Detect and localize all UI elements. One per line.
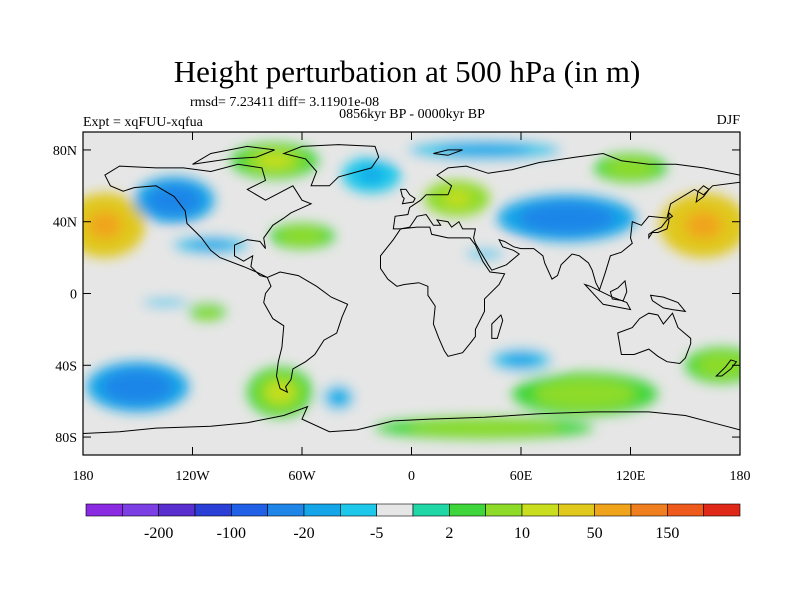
colorbar-label: -20 — [293, 525, 314, 542]
colorbar-swatch — [376, 503, 414, 517]
y-tick-label: 80N — [53, 144, 77, 159]
colorbar-swatch — [122, 503, 159, 517]
colorbar-label: 150 — [655, 525, 679, 542]
y-tick-label: 40S — [55, 359, 77, 374]
colorbar-swatch — [667, 503, 704, 517]
colorbar-label: 50 — [587, 525, 603, 542]
plot-title: Height perturbation at 500 hPa (in m) — [174, 54, 641, 89]
anomaly-south-atlantic-negative — [329, 390, 348, 406]
colorbar-swatch — [412, 503, 450, 517]
anomaly-arctic-negative — [438, 143, 531, 156]
colorbar-label: 10 — [514, 525, 530, 542]
anomaly-eurasia-negative — [537, 208, 596, 228]
anomaly-north-pacific-positive — [88, 211, 122, 239]
anomaly-southern-ocean-positive — [438, 423, 531, 433]
anomaly-alaska-negative — [157, 190, 192, 210]
colorbar-swatch — [267, 503, 305, 517]
x-axis-ticks: 180 120W 60W 0 60E 120E 180 — [73, 132, 751, 484]
colorbar-swatch — [303, 503, 341, 517]
anomaly-south-africa-negative — [502, 353, 540, 367]
colorbar: -200 -100 -20 -5 2 10 50 150 — [85, 503, 741, 542]
colorbar-label: -100 — [217, 525, 246, 542]
coastline-greenland — [282, 144, 380, 187]
anomaly-north-atlantic-negative — [359, 167, 384, 183]
coastline-australia — [617, 312, 692, 365]
colorbar-label: -5 — [370, 525, 383, 542]
experiment-label: Expt = xqFUU-xqfua — [83, 115, 204, 130]
anomaly-shading — [83, 135, 740, 439]
coastline-new-zealand — [715, 359, 738, 377]
map-panel: 180 120W 60W 0 60E 120E 180 80N 40N 0 40S 80S — [53, 131, 751, 484]
x-tick-label: 180 — [73, 469, 94, 484]
anomaly-east-pacific-positive — [199, 307, 215, 316]
colorbar-swatch — [85, 503, 123, 517]
colorbar-label: 2 — [445, 525, 453, 542]
y-tick-label: 40N — [53, 216, 77, 231]
coastline-antarctica — [83, 405, 740, 434]
colorbar-swatch — [231, 503, 268, 517]
coastline-south-america — [263, 271, 349, 394]
anomaly-north-africa-negative — [465, 249, 504, 259]
x-tick-label: 120W — [175, 469, 210, 484]
coastline-japan — [648, 211, 674, 240]
colorbar-swatch — [340, 503, 377, 517]
coastline-britain — [399, 188, 416, 205]
stats-label: rmsd= 7.23411 diff= 3.11901e-08 — [190, 95, 379, 110]
coastline-madagascar — [491, 314, 504, 339]
coastline-canadian-arctic — [192, 145, 275, 165]
x-tick-label: 180 — [730, 469, 751, 484]
x-tick-label: 60W — [288, 469, 316, 484]
coastline-africa — [380, 226, 506, 357]
anomaly-canada-positive — [256, 153, 294, 169]
colorbar-swatch — [630, 503, 668, 517]
colorbar-swatch — [703, 503, 741, 517]
x-tick-label: 0 — [408, 469, 415, 484]
period-label: 0856kyr BP - 0000kyr BP — [339, 107, 485, 122]
coastline-indonesia — [583, 283, 632, 311]
coastline-new-guinea — [649, 294, 687, 313]
coastlines — [83, 144, 740, 434]
x-tick-label: 60E — [510, 469, 533, 484]
x-tick-label: 120E — [616, 469, 646, 484]
coastline-eurasia — [392, 152, 740, 292]
y-tick-label: 0 — [70, 288, 77, 303]
anomaly-subtropical-pacific-negative — [187, 239, 234, 251]
coastline-svalbard-islands — [433, 149, 463, 156]
anomaly-tropical-pacific-negative — [142, 298, 189, 307]
anomaly-south-america-positive — [266, 381, 294, 403]
colorbar-swatch — [485, 503, 523, 517]
colorbar-swatch — [158, 503, 196, 517]
coastline-north-america — [104, 163, 313, 278]
y-axis-ticks: 80N 40N 0 40S 80S — [53, 144, 740, 446]
anomaly-south-pacific-negative — [116, 376, 160, 398]
anomaly-central-atlantic-positive — [288, 230, 316, 242]
coastline-borneo — [609, 279, 628, 302]
anomaly-siberia-positive — [615, 161, 646, 174]
colorbar-swatch — [521, 503, 559, 517]
colorbar-swatch — [449, 503, 486, 517]
anomaly-indian-ocean-positive — [554, 384, 616, 404]
anomaly-north-atlantic-positive — [443, 190, 471, 206]
colorbar-label: -200 — [144, 525, 173, 542]
colorbar-swatch — [194, 503, 232, 517]
coastline-kamchatka — [695, 185, 710, 204]
y-tick-label: 80S — [55, 431, 77, 446]
anomaly-west-pacific-positive — [685, 211, 722, 239]
colorbar-swatch — [594, 503, 632, 517]
colorbar-swatch — [558, 503, 595, 517]
season-label: DJF — [717, 113, 741, 128]
